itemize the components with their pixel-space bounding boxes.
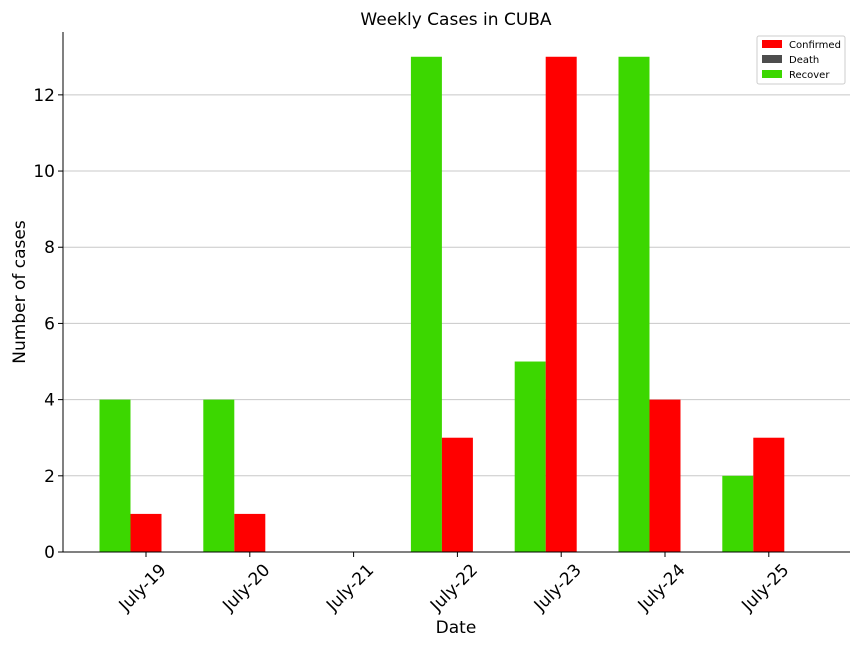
y-tick-label: 8 xyxy=(44,238,55,258)
bars xyxy=(99,56,785,553)
bar-confirmed xyxy=(753,437,785,552)
bar-confirmed xyxy=(545,56,577,553)
chart-title: Weekly Cases in CUBA xyxy=(360,10,552,30)
legend-label-recover: Recover xyxy=(789,70,830,81)
bar-confirmed xyxy=(441,437,473,552)
bar-confirmed xyxy=(130,513,162,552)
legend-swatch-confirmed xyxy=(762,40,782,48)
x-tick-label: July-25 xyxy=(737,560,793,616)
x-tick-label: July-20 xyxy=(218,560,274,616)
y-tick-label: 6 xyxy=(44,314,55,334)
y-ticks: 0 2 4 6 8 10 12 xyxy=(33,86,63,563)
bar-recover xyxy=(722,475,754,552)
x-ticks: July-19 July-20 July-21 July-22 July-23 July-… xyxy=(115,552,793,616)
legend-swatch-recover xyxy=(762,70,782,78)
x-tick-label: July-21 xyxy=(322,560,378,616)
x-tick-label: July-19 xyxy=(115,560,171,616)
legend-label-death: Death xyxy=(789,55,819,66)
y-tick-label: 4 xyxy=(44,391,55,411)
y-axis-label: Number of cases xyxy=(10,220,30,364)
grid-lines xyxy=(63,94,850,477)
bar-confirmed xyxy=(234,513,266,552)
legend-label-confirmed: Confirmed xyxy=(789,40,841,51)
bar-recover xyxy=(514,361,546,552)
y-tick-label: 12 xyxy=(33,86,55,106)
x-tick-label: July-22 xyxy=(426,560,482,616)
bar-recover xyxy=(410,56,442,553)
y-tick-label: 0 xyxy=(44,543,55,563)
legend-swatch-death xyxy=(762,55,782,63)
y-tick-label: 2 xyxy=(44,467,55,487)
y-tick-label: 10 xyxy=(33,162,55,182)
bar-recover xyxy=(203,399,235,552)
bar-confirmed xyxy=(649,399,681,552)
x-axis-label: Date xyxy=(436,618,477,638)
x-tick-label: July-23 xyxy=(530,560,586,616)
legend: Confirmed Death Recover xyxy=(756,35,846,85)
bar-recover xyxy=(618,56,650,553)
x-tick-label: July-24 xyxy=(634,560,690,616)
bar-recover xyxy=(99,399,131,552)
